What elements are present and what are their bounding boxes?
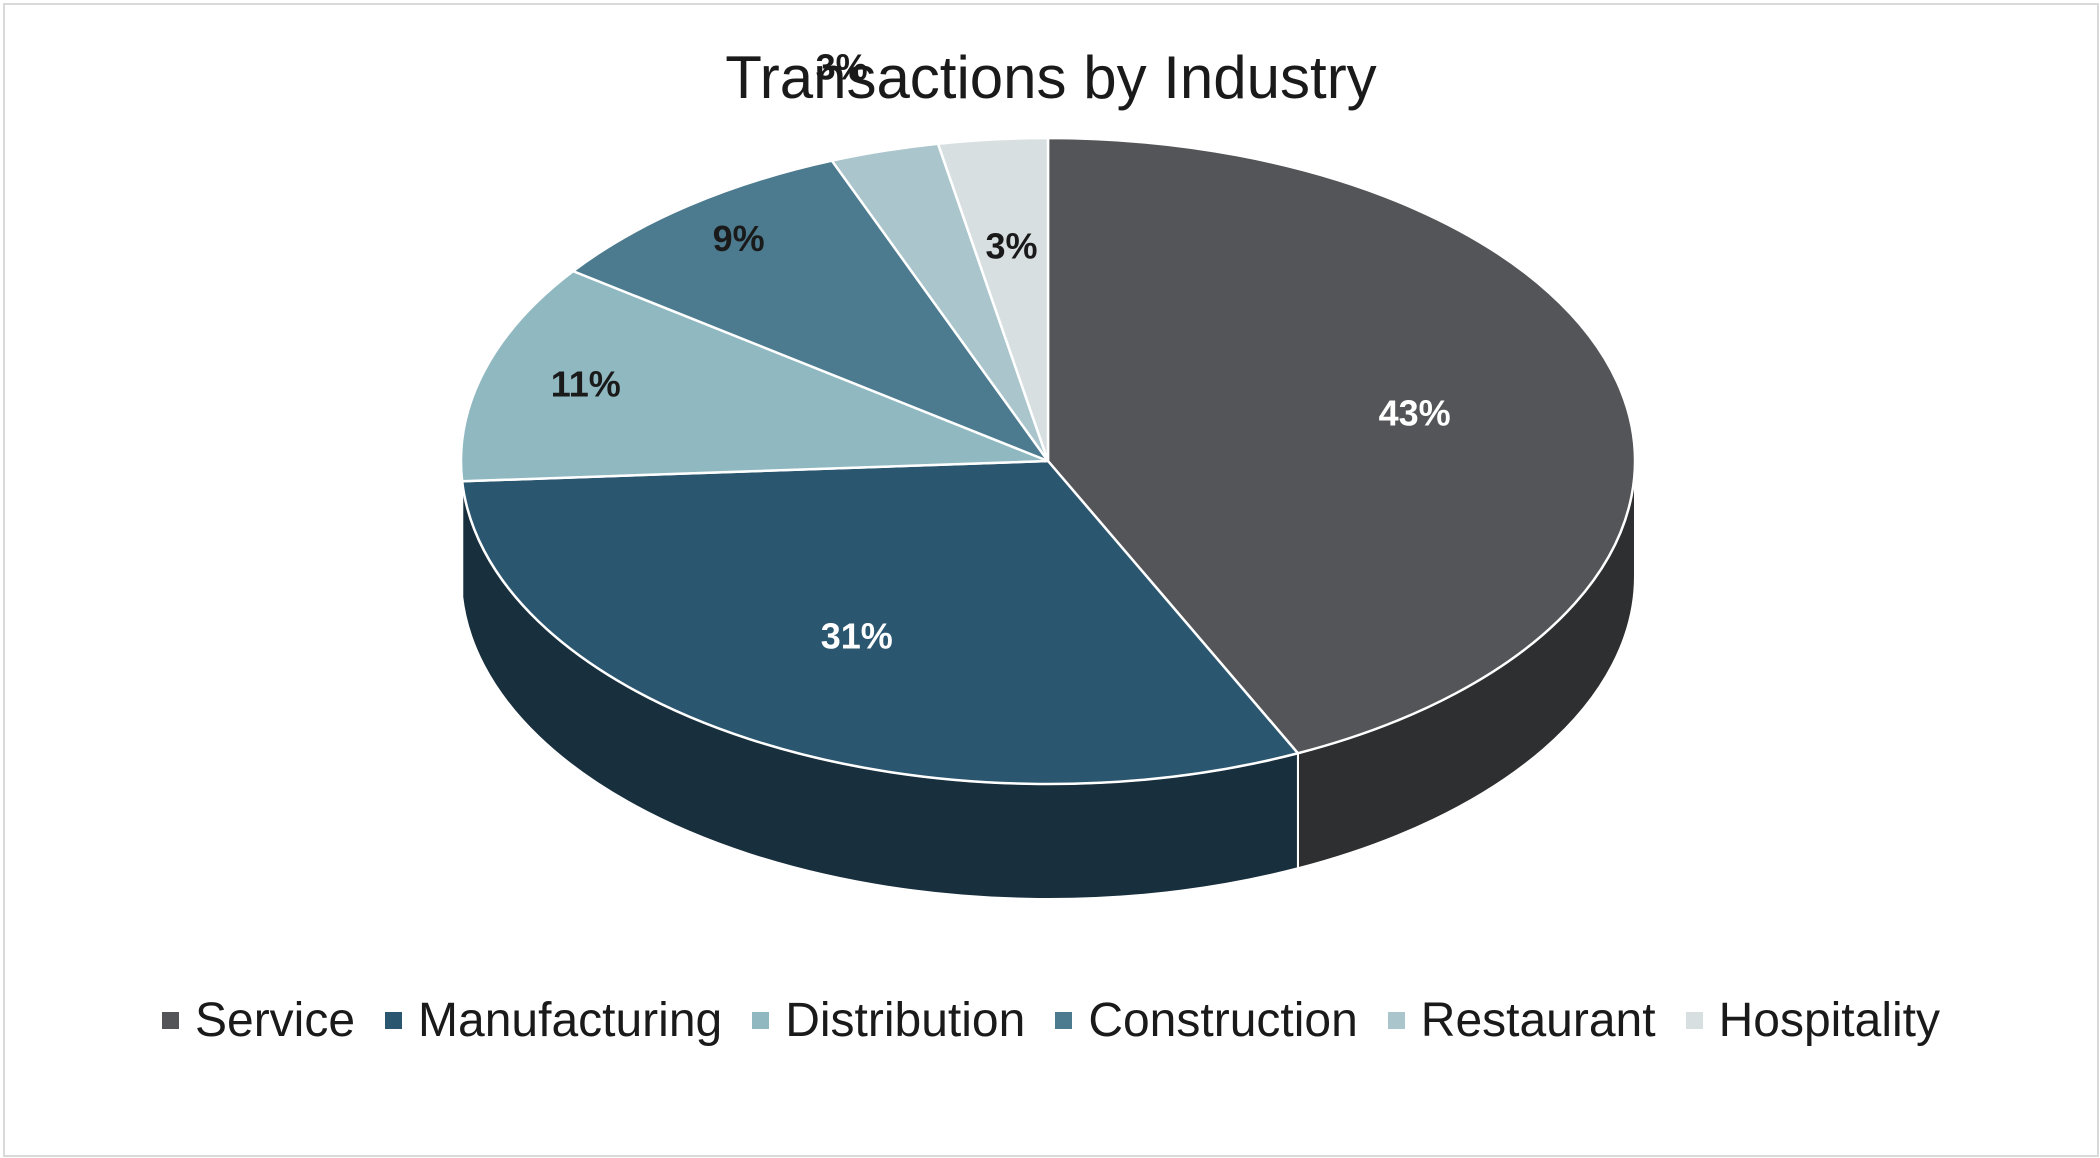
data-label-manufacturing: 31% (821, 615, 893, 656)
legend-item-distribution: Distribution (752, 993, 1025, 1048)
pie-slice-service (1046, 136, 1637, 755)
legend-item-hospitality: Hospitality (1685, 993, 1940, 1048)
legend-swatch-hospitality (1685, 1012, 1703, 1029)
data-label-restaurant: 3% (816, 47, 868, 88)
pie-data-labels: 43% 31% 11% 9% 3% 3% (551, 47, 1451, 657)
chart-frame: Transactions by Industry 43% 31% 11% 9% 3% 3%… (3, 3, 2099, 1157)
legend-swatch-service (161, 1012, 179, 1029)
pie-slice-distribution (459, 269, 1050, 483)
data-label-distribution: 11% (551, 364, 621, 405)
data-label-hospitality: 3% (986, 225, 1038, 266)
data-label-service: 43% (1379, 392, 1451, 433)
legend-label: Restaurant (1420, 994, 1656, 1047)
pie-slice-hospitality (936, 136, 1050, 463)
legend-label: Hospitality (1718, 994, 1940, 1047)
legend-swatch-restaurant (1387, 1012, 1405, 1029)
chart-title: Transactions by Industry (725, 44, 1377, 111)
legend-swatch-manufacturing (385, 1012, 403, 1029)
legend-item-construction: Construction (1055, 993, 1358, 1048)
legend-label: Service (194, 994, 356, 1047)
legend-label: Manufacturing (418, 994, 723, 1047)
pie-top-faces (459, 136, 1637, 786)
legend-swatch-construction (1055, 1012, 1073, 1029)
legend-swatch-distribution (752, 1012, 770, 1029)
legend-label: Construction (1088, 994, 1358, 1047)
legend-item-manufacturing: Manufacturing (385, 993, 722, 1048)
legend-label: Distribution (785, 994, 1026, 1047)
legend-item-service: Service (161, 993, 356, 1048)
legend: Service Manufacturing Distribution Construc… (5, 993, 2097, 1048)
pie-chart: 43% 31% 11% 9% 3% 3% (459, 47, 1637, 900)
data-label-construction: 9% (713, 218, 765, 259)
pie-slice-manufacturing (460, 459, 1300, 786)
pie-slice-construction (571, 159, 1050, 463)
legend-item-restaurant: Restaurant (1387, 993, 1656, 1048)
